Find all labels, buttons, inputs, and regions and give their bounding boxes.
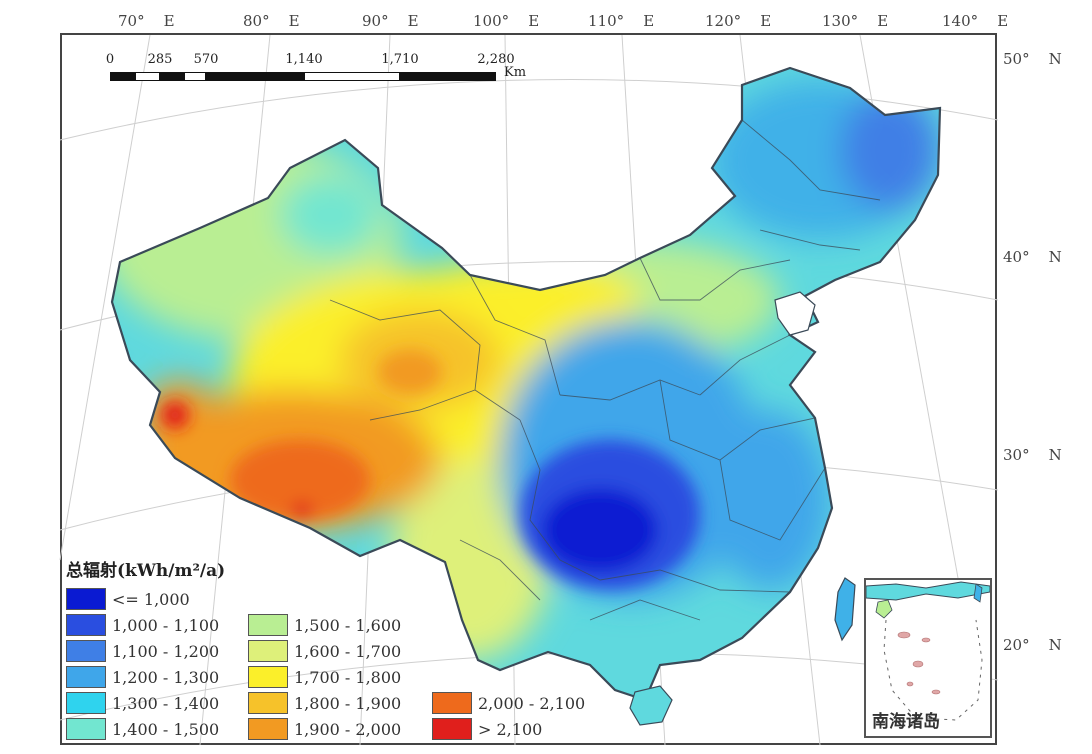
- lon-label: 80° E: [243, 12, 300, 30]
- legend-label: 1,100 - 1,200: [112, 641, 220, 661]
- legend-swatch: [432, 692, 472, 714]
- lon-label: 70° E: [118, 12, 175, 30]
- taiwan-island: [834, 577, 856, 642]
- inset-map: [866, 581, 990, 721]
- scale-segment: [184, 72, 206, 81]
- lat-label: 20° N: [1003, 636, 1062, 654]
- scale-segment: [160, 72, 184, 81]
- legend-item: 1,600 - 1,700: [248, 640, 401, 662]
- legend-swatch: [66, 588, 106, 610]
- legend-label: 2,000 - 2,100: [478, 693, 586, 713]
- legend-item: 1,000 - 1,100: [66, 614, 219, 636]
- bohai-sea: [774, 291, 816, 336]
- legend-label: 1,000 - 1,100: [112, 615, 220, 635]
- legend-swatch: [248, 718, 288, 740]
- scale-segment: [206, 72, 304, 81]
- scale-segment: [400, 72, 496, 81]
- legend-swatch: [248, 692, 288, 714]
- lon-label: 100° E: [473, 12, 540, 30]
- lon-label: 90° E: [362, 12, 419, 30]
- lon-label: 130° E: [822, 12, 889, 30]
- lat-label: 40° N: [1003, 248, 1062, 266]
- legend-swatch: [248, 614, 288, 636]
- legend-swatch: [66, 640, 106, 662]
- legend-item: 1,700 - 1,800: [248, 666, 401, 688]
- legend-label: 1,400 - 1,500: [112, 719, 220, 739]
- inset-hainan: [875, 599, 893, 619]
- scale-tick: 1,140: [285, 52, 323, 67]
- legend-item: 1,300 - 1,400: [66, 692, 219, 714]
- legend-label: <= 1,000: [112, 589, 190, 609]
- scale-tick: 285: [147, 52, 173, 67]
- legend-label: 1,200 - 1,300: [112, 667, 220, 687]
- inset-coastline: [866, 581, 990, 601]
- legend-item: 1,500 - 1,600: [248, 614, 401, 636]
- legend-title: 总辐射(kWh/m²/a): [66, 561, 226, 581]
- province-boundaries: [329, 119, 881, 621]
- legend-label: 1,300 - 1,400: [112, 693, 220, 713]
- south-china-sea-inset: 南海诸岛: [864, 578, 992, 738]
- inset-taiwan: [973, 583, 983, 603]
- legend-item: 1,100 - 1,200: [66, 640, 219, 662]
- lon-label: 140° E: [942, 12, 1009, 30]
- lon-label: 110° E: [588, 12, 655, 30]
- scale-segment: [135, 72, 160, 81]
- scale-tick: 570: [193, 52, 219, 67]
- legend-item: <= 1,000: [66, 588, 190, 610]
- legend-item: 1,900 - 2,000: [248, 718, 401, 740]
- inset-islands: [897, 631, 941, 695]
- legend-label: > 2,100: [478, 719, 543, 739]
- lat-label: 30° N: [1003, 446, 1062, 464]
- scale-segment: [304, 72, 400, 81]
- legend-item: 1,800 - 1,900: [248, 692, 401, 714]
- scale-tick: 2,280: [477, 52, 515, 67]
- legend-swatch: [66, 666, 106, 688]
- scale-tick: 1,710: [381, 52, 419, 67]
- scale-tick: 0: [105, 52, 115, 67]
- legend-label: 1,900 - 2,000: [294, 719, 402, 739]
- scale-unit: Km: [504, 65, 527, 80]
- legend-label: 1,600 - 1,700: [294, 641, 402, 661]
- lat-label: 50° N: [1003, 50, 1062, 68]
- legend-swatch: [248, 666, 288, 688]
- legend-item: > 2,100: [432, 718, 542, 740]
- legend-item: 1,400 - 1,500: [66, 718, 219, 740]
- legend-swatch: [432, 718, 472, 740]
- lon-label: 120° E: [705, 12, 772, 30]
- hainan-island: [629, 685, 673, 726]
- legend-swatch: [248, 640, 288, 662]
- legend-label: 1,500 - 1,600: [294, 615, 402, 635]
- inset-label: 南海诸岛: [872, 712, 940, 732]
- scale-segment: [110, 72, 135, 81]
- legend-swatch: [66, 718, 106, 740]
- legend-item: 2,000 - 2,100: [432, 692, 585, 714]
- legend-item: 1,200 - 1,300: [66, 666, 219, 688]
- legend-swatch: [66, 692, 106, 714]
- legend-swatch: [66, 614, 106, 636]
- legend-label: 1,800 - 1,900: [294, 693, 402, 713]
- radiation-field: [112, 68, 940, 700]
- legend-label: 1,700 - 1,800: [294, 667, 402, 687]
